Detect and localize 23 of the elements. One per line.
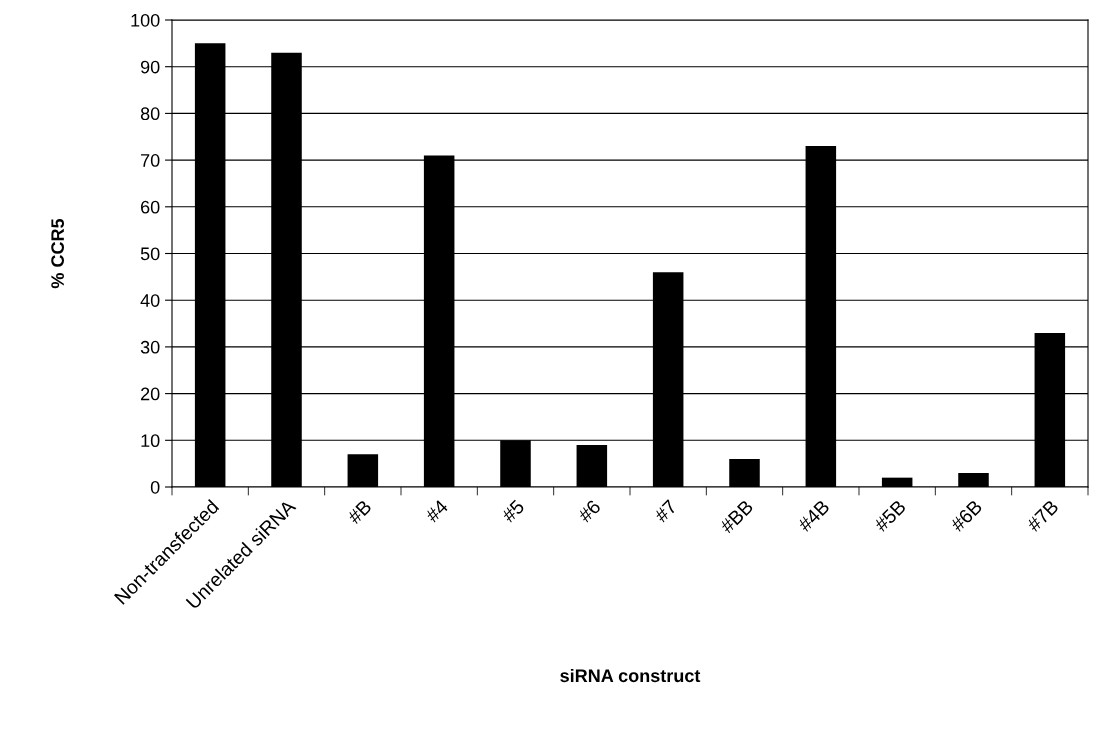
y-tick-label: 20 <box>141 387 160 401</box>
y-axis-title: % CCR5 <box>51 218 64 289</box>
x-tick-label: #7B <box>1025 499 1060 533</box>
x-tick-label: #4B <box>796 499 831 533</box>
y-tick-label: 70 <box>141 154 160 167</box>
y-tick-label: 10 <box>141 434 160 448</box>
x-axis-title: siRNA construct <box>560 668 701 683</box>
y-tick-label: 100 <box>131 13 160 27</box>
y-tick-label: 0 <box>150 480 160 494</box>
y-tick-label: 50 <box>140 247 160 261</box>
y-tick-label: 60 <box>141 200 160 214</box>
y-tick-label: 30 <box>140 340 160 354</box>
x-tick-label: #B <box>346 499 373 525</box>
y-tick-label: 80 <box>140 107 160 121</box>
x-tick-label: #BB <box>719 499 754 534</box>
y-tick-label: 90 <box>140 60 160 74</box>
y-tick-label: 40 <box>140 294 160 307</box>
x-tick-label: #5B <box>873 499 907 533</box>
x-tick-label: #7 <box>653 499 678 524</box>
x-tick-label: #6B <box>949 499 983 533</box>
x-tick-label: #5 <box>500 499 526 524</box>
x-tick-label: #4 <box>424 499 449 524</box>
x-tick-label: #6 <box>576 499 602 524</box>
